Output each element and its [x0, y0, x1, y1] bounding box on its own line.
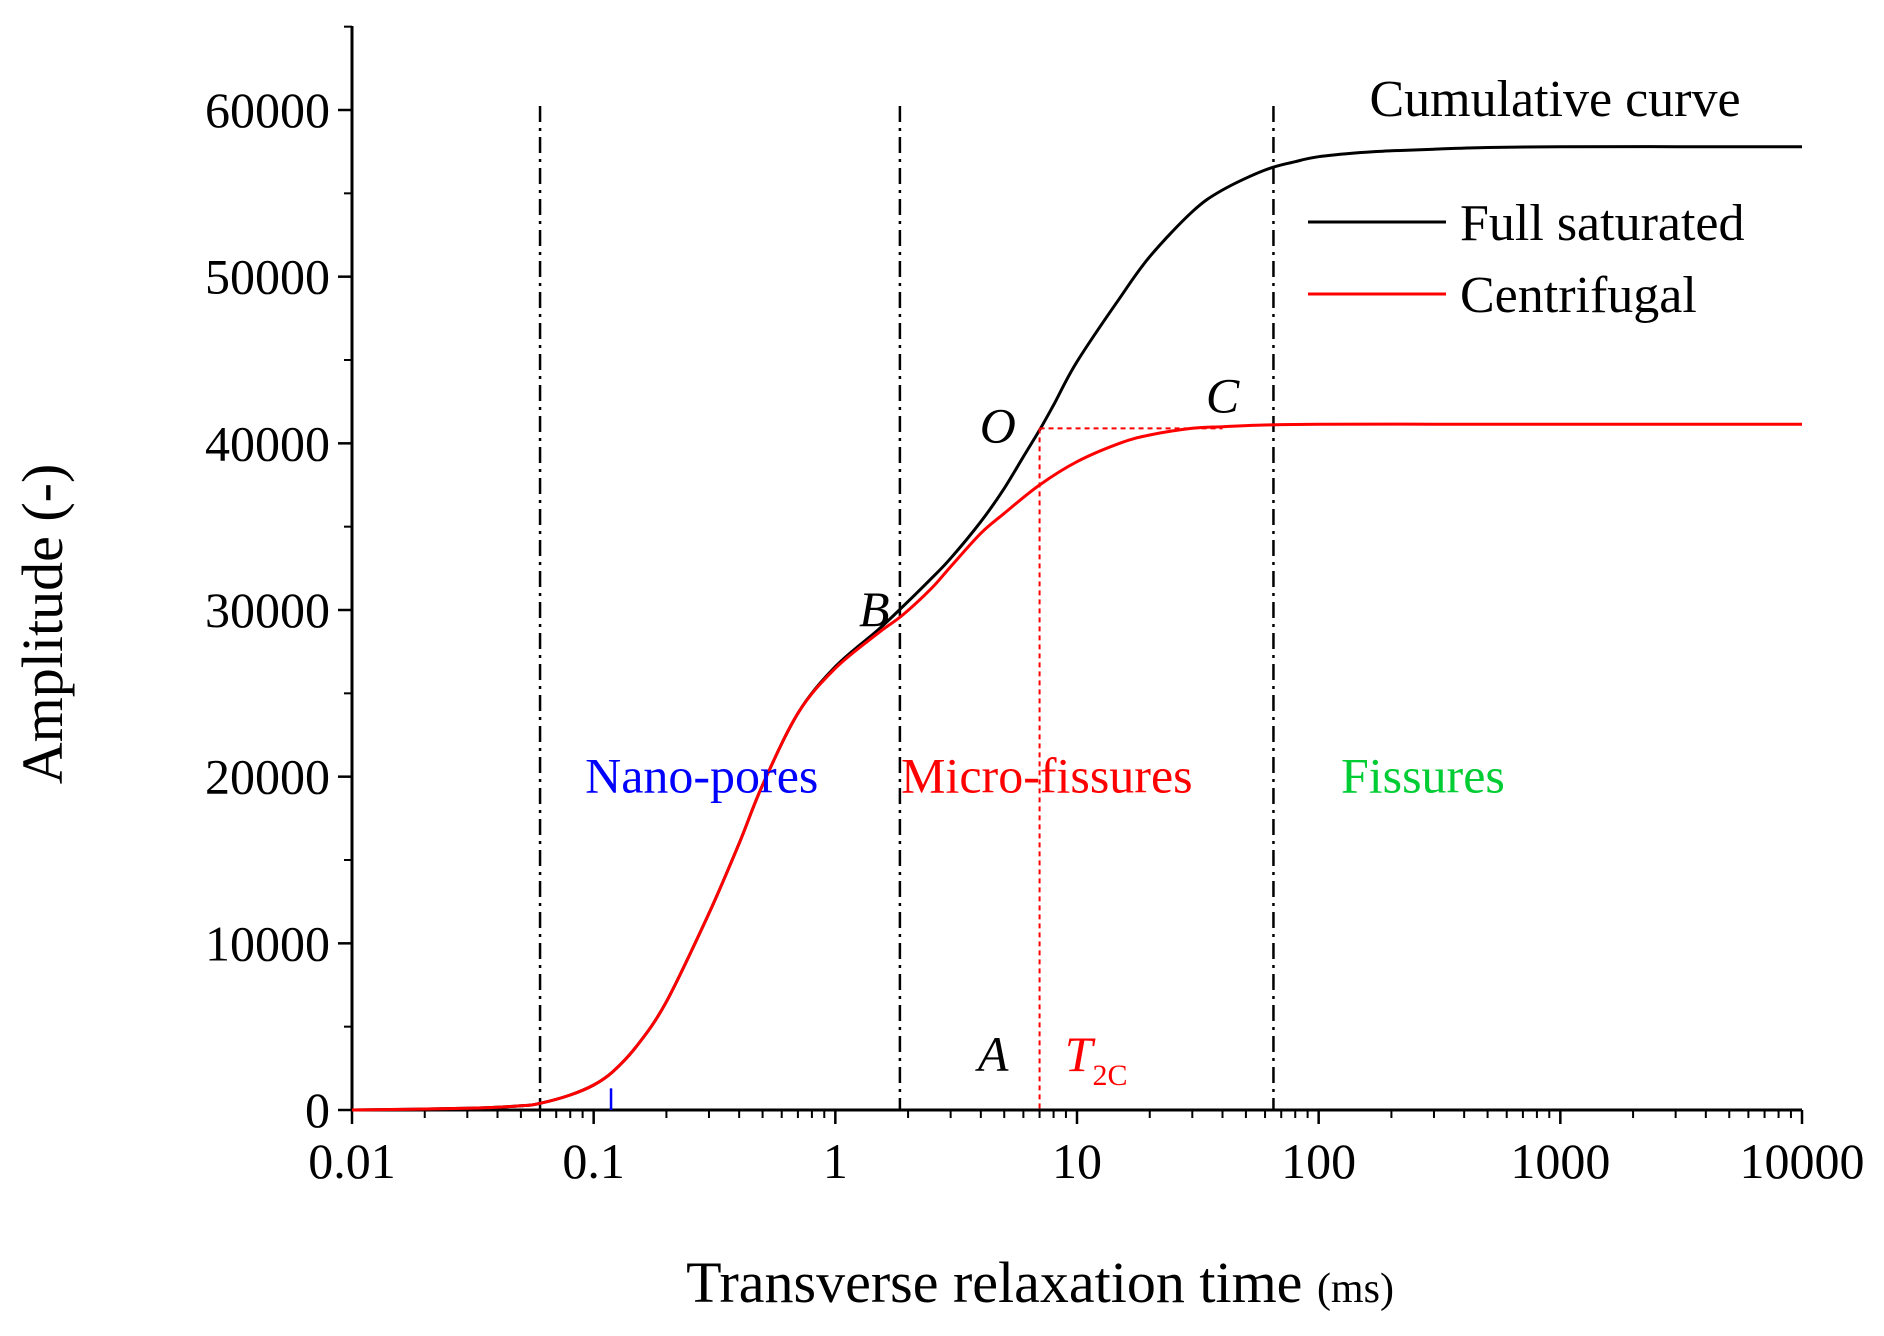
legend: Full saturated Centrifugal — [1308, 195, 1745, 324]
x-tick-label: 10 — [1052, 1133, 1102, 1189]
x-tick-label: 0.01 — [308, 1133, 396, 1189]
y-tick-label: 30000 — [205, 582, 330, 638]
legend-label-full-saturated: Full saturated — [1460, 195, 1745, 252]
chart-title: Cumulative curve — [1369, 71, 1740, 128]
y-tick-label: 10000 — [205, 915, 330, 971]
t2c-label: T2C — [1065, 1026, 1128, 1092]
x-tick-label: 0.1 — [562, 1133, 625, 1189]
y-tick-label: 50000 — [205, 249, 330, 305]
y-tick-label: 20000 — [205, 749, 330, 805]
point-label-c: C — [1206, 368, 1240, 424]
x-axis-label-unit: (ms) — [1317, 1266, 1394, 1312]
x-axis-label: Transverse relaxation time (ms) — [686, 1250, 1394, 1315]
x-tick-label: 10000 — [1740, 1133, 1865, 1189]
y-tick-label: 40000 — [205, 415, 330, 471]
region-label-nano-pores: Nano-pores — [585, 748, 818, 804]
region-label-micro-fissures: Micro-fissures — [901, 748, 1193, 804]
x-axis-label-main: Transverse relaxation time — [686, 1250, 1302, 1315]
y-tick-label: 0 — [305, 1082, 330, 1138]
legend-label-centrifugal: Centrifugal — [1460, 267, 1697, 324]
point-label-a: A — [975, 1026, 1009, 1082]
point-label-o: O — [980, 398, 1016, 454]
point-label-b: B — [859, 581, 890, 637]
y-axis-label: Amplitude (-) — [10, 464, 75, 785]
x-tick-label: 1 — [823, 1133, 848, 1189]
region-label-fissures: Fissures — [1341, 748, 1505, 804]
series-line-centrifugal — [351, 422, 1802, 1112]
y-tick-label: 60000 — [205, 82, 330, 138]
x-tick-label: 100 — [1281, 1133, 1356, 1189]
x-tick-label: 1000 — [1510, 1133, 1610, 1189]
